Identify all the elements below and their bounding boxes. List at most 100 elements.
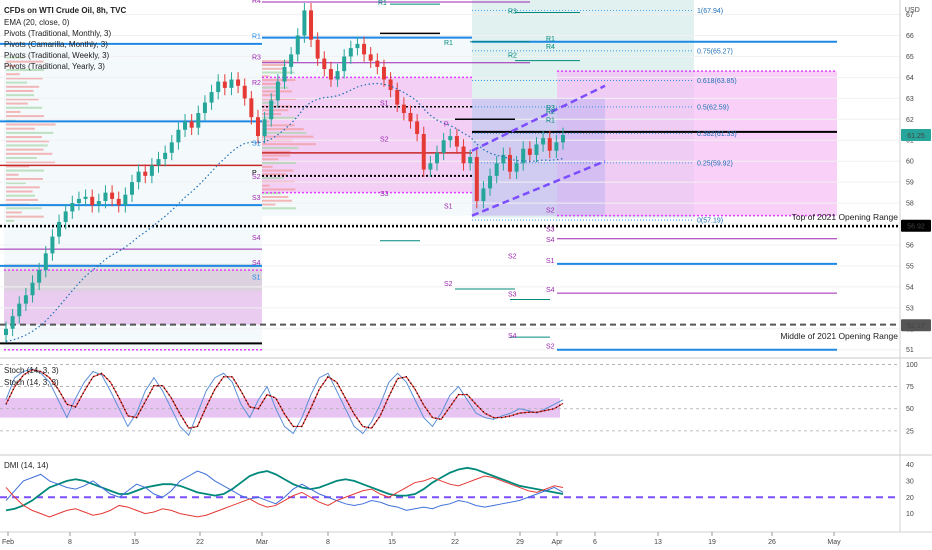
candle-body bbox=[488, 175, 493, 189]
volume-bar bbox=[262, 207, 296, 210]
volume-bar bbox=[6, 69, 44, 72]
pivot-label: R1 bbox=[378, 0, 387, 7]
candle-body bbox=[163, 152, 168, 160]
candle-body bbox=[355, 43, 360, 49]
candle-body bbox=[275, 81, 280, 101]
pivot-label: R3 bbox=[546, 105, 555, 112]
pivot-label: R1 bbox=[546, 36, 555, 43]
volume-bar bbox=[262, 94, 276, 97]
price-channel bbox=[471, 84, 606, 217]
volume-bar bbox=[6, 211, 22, 214]
volume-bar bbox=[6, 148, 44, 151]
candle-body bbox=[23, 295, 28, 304]
pivot-label: R1 bbox=[252, 34, 261, 41]
time-axis[interactable]: Feb 8 15 22 Mar 8 15 22 29 Apr 6 13 19 26 May bbox=[2, 532, 841, 546]
pivot-label: S2 bbox=[380, 136, 389, 143]
indicator-pivots-monthly[interactable]: Pivots (Traditional, Monthly, 3) bbox=[4, 29, 111, 38]
candle-body bbox=[395, 89, 400, 105]
candle-body bbox=[83, 196, 88, 199]
indicator-ema[interactable]: EMA (20, close, 0) bbox=[4, 18, 70, 27]
volume-bar bbox=[262, 143, 316, 146]
volume-bar bbox=[6, 127, 35, 130]
pivot-label: S1 bbox=[380, 101, 389, 108]
candlestick-series bbox=[4, 3, 565, 343]
y-tick-label: 58 bbox=[906, 201, 914, 208]
indicator-pivots-weekly[interactable]: Pivots (Traditional, Weekly, 3) bbox=[4, 51, 110, 60]
indicator-camarilla-monthly[interactable]: Pivots (Camarilla, Monthly, 3) bbox=[4, 40, 108, 49]
candle-body bbox=[156, 159, 161, 166]
pivot-label: S1 bbox=[252, 275, 261, 282]
candle-body bbox=[110, 192, 115, 199]
candle-body bbox=[50, 236, 55, 254]
fib-label: 0(57.19) bbox=[697, 218, 723, 225]
pivot-label: S4 bbox=[508, 333, 517, 340]
fib-label: 0.75(65.27) bbox=[697, 48, 733, 55]
dmi-tick-label: 30 bbox=[906, 478, 914, 485]
candle-body bbox=[30, 282, 35, 296]
stoch-title-2[interactable]: Stoch (14, 3, 3) bbox=[4, 378, 59, 387]
volume-bar bbox=[6, 140, 50, 143]
candle-body bbox=[507, 154, 512, 172]
volume-bar bbox=[6, 203, 29, 206]
candle-body bbox=[315, 39, 320, 59]
chart-title: CFDs on WTI Crude Oil, 8h, TVC bbox=[4, 6, 126, 15]
volume-bar bbox=[6, 102, 28, 105]
candle-body bbox=[408, 113, 413, 122]
stoch-tick-label: 100 bbox=[906, 362, 918, 369]
annotation-top-range: Top of 2021 Opening Range bbox=[792, 212, 899, 222]
pivot-label: S2 bbox=[546, 344, 555, 351]
candle-body bbox=[90, 196, 95, 206]
candle-body bbox=[368, 54, 373, 61]
zone-mar-magenta bbox=[262, 77, 472, 193]
dmi-tick-label: 20 bbox=[906, 495, 914, 502]
volume-bar bbox=[262, 135, 314, 138]
price-axis[interactable]: 5152535455565758596061626364656667 bbox=[906, 12, 914, 354]
volume-bar bbox=[262, 199, 292, 202]
candle-body bbox=[428, 163, 433, 170]
price-badge-current: 61.25 bbox=[907, 133, 925, 140]
candle-body bbox=[441, 140, 446, 153]
indicator-pivots-yearly[interactable]: Pivots (Traditional, Yearly, 3) bbox=[4, 62, 105, 71]
volume-bar bbox=[262, 177, 284, 180]
stoch-tick-label: 25 bbox=[906, 428, 914, 435]
pivot-label: S2 bbox=[546, 208, 555, 215]
candle-body bbox=[176, 129, 181, 143]
dmi-tick-label: 40 bbox=[906, 462, 914, 469]
pivot-label: S4 bbox=[546, 237, 555, 244]
y-tick-label: 51 bbox=[906, 347, 914, 354]
candle-body bbox=[554, 142, 559, 151]
fib-label: 0.382(61.33) bbox=[697, 131, 737, 138]
x-tick-label: 8 bbox=[68, 539, 72, 546]
candle-body bbox=[129, 182, 134, 195]
pivot-label: R1 bbox=[444, 40, 453, 47]
candle-body bbox=[262, 119, 267, 137]
candle-body bbox=[116, 198, 121, 206]
pivot-label: S1 bbox=[444, 203, 453, 210]
volume-bar bbox=[6, 190, 33, 193]
candle-body bbox=[501, 154, 506, 164]
candle-body bbox=[17, 303, 22, 317]
candle-body bbox=[196, 113, 201, 128]
candle-body bbox=[335, 71, 340, 80]
pivot-label: R1 bbox=[546, 117, 555, 124]
dmi-title[interactable]: DMI (14, 14) bbox=[4, 461, 49, 470]
pivot-label: R2 bbox=[252, 80, 261, 87]
volume-bar bbox=[6, 98, 39, 101]
x-tick-label: 8 bbox=[326, 539, 330, 546]
pivot-label: R3 bbox=[508, 9, 517, 16]
candle-body bbox=[547, 138, 552, 151]
volume-bar bbox=[6, 60, 44, 63]
y-tick-label: 62 bbox=[906, 117, 914, 124]
candle-body bbox=[448, 136, 453, 141]
volume-bar bbox=[6, 81, 28, 84]
candle-body bbox=[474, 157, 479, 201]
x-tick-label: 15 bbox=[388, 539, 396, 546]
y-tick-label: 61 bbox=[906, 138, 914, 145]
candle-body bbox=[435, 152, 440, 164]
volume-bar bbox=[6, 110, 21, 113]
candle-body bbox=[209, 92, 214, 103]
stoch-title[interactable]: Stoch (14, 3, 3) bbox=[4, 366, 59, 375]
pivot-label: R3 bbox=[252, 55, 261, 62]
price-badge-middle-range: 52.17 bbox=[907, 323, 925, 330]
